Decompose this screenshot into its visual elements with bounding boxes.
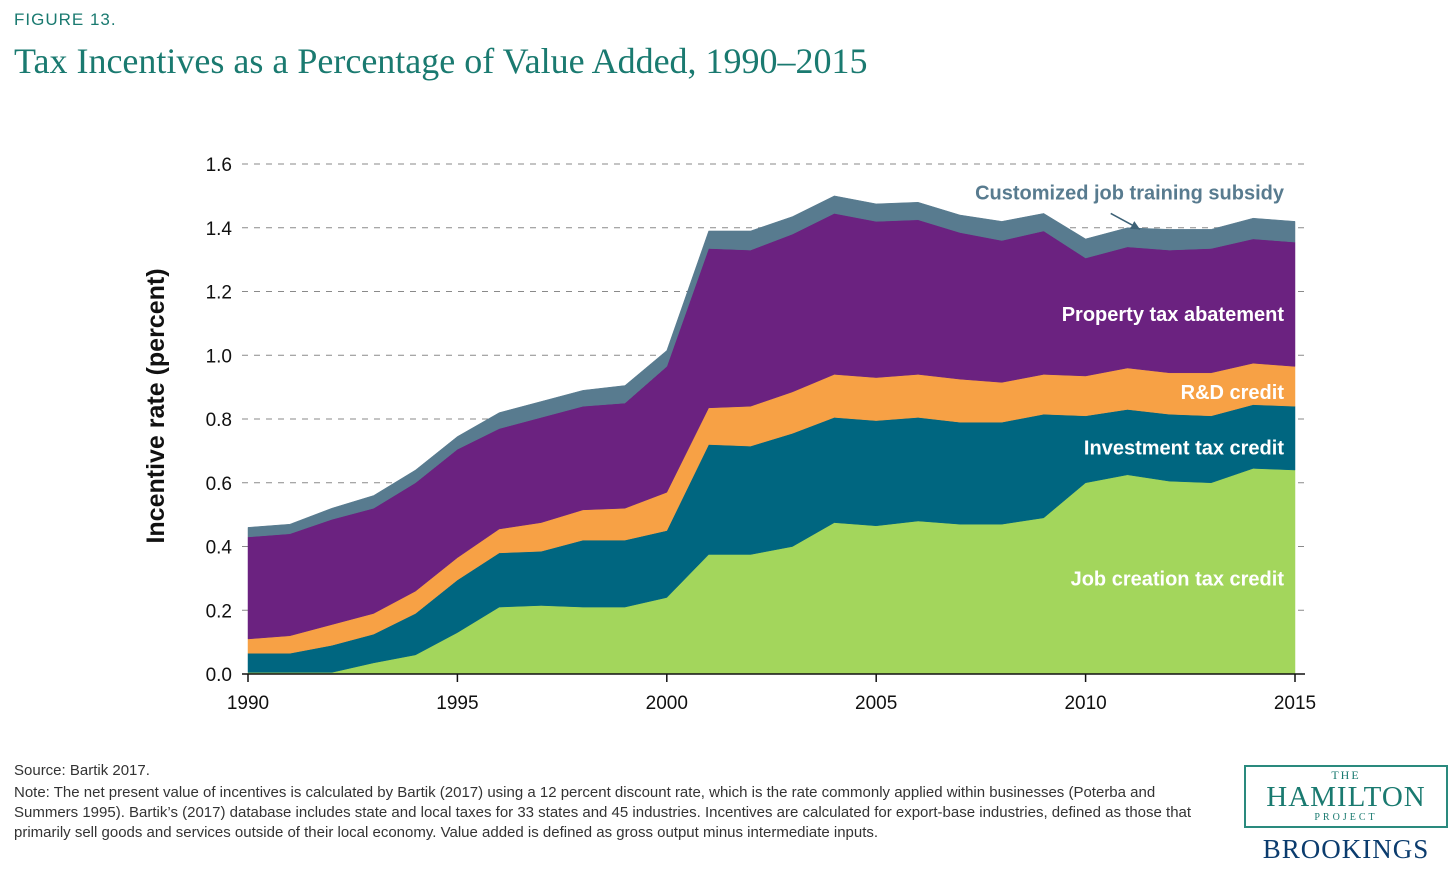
hamilton-project-logo: THE HAMILTON PROJECT bbox=[1244, 765, 1448, 828]
y-tick-label: 0.6 bbox=[206, 474, 232, 495]
chart-title: Tax Incentives as a Percentage of Value … bbox=[14, 41, 868, 81]
series-label: Job creation tax credit bbox=[1071, 568, 1285, 590]
y-tick-label: 0.2 bbox=[206, 601, 232, 622]
annotation-arrowhead bbox=[1129, 221, 1141, 230]
logo-hamilton: HAMILTON bbox=[1266, 781, 1426, 813]
y-tick-label: 0.0 bbox=[206, 665, 232, 686]
y-tick-label: 0.4 bbox=[206, 538, 233, 559]
series-label: Customized job training subsidy bbox=[975, 183, 1285, 205]
logo-project: PROJECT bbox=[1314, 812, 1378, 823]
logo-brookings: BROOKINGS bbox=[1262, 834, 1430, 864]
series-label: Investment tax credit bbox=[1084, 438, 1284, 460]
x-tick-label: 2005 bbox=[855, 693, 897, 714]
series-areas bbox=[247, 195, 1296, 675]
y-tick-label: 1.4 bbox=[206, 219, 233, 240]
series-label: Property tax abatement bbox=[1062, 304, 1285, 326]
methodology-note: Note: The net present value of incentive… bbox=[14, 784, 1192, 841]
figure-label: FIGURE 13. bbox=[14, 10, 117, 29]
logo-the: THE bbox=[1331, 768, 1361, 782]
y-axis-label: Incentive rate (percent) bbox=[142, 268, 170, 543]
y-tick-label: 1.2 bbox=[206, 283, 232, 304]
series-label: R&D credit bbox=[1181, 382, 1285, 404]
x-tick-label: 1995 bbox=[436, 693, 478, 714]
x-tick-label: 2000 bbox=[646, 693, 688, 714]
x-tick-label: 2015 bbox=[1274, 693, 1316, 714]
axes: 0.0 0.2 0.4 0.6 0.8 1.0 1.2 1.4 1.6 1990 1995 2000 2… bbox=[206, 155, 1317, 714]
y-tick-label: 0.8 bbox=[206, 410, 232, 431]
x-tick-label: 2010 bbox=[1064, 693, 1106, 714]
hamilton-brookings-logo: THE HAMILTON PROJECT BROOKINGS bbox=[1244, 765, 1448, 865]
source-note: Source: Bartik 2017. bbox=[14, 762, 150, 779]
series-labels: Job creation tax credit Investment tax cr… bbox=[975, 183, 1285, 591]
x-tick-label: 1990 bbox=[227, 693, 269, 714]
stacked-area-chart: 0.0 0.2 0.4 0.6 0.8 1.0 1.2 1.4 1.6 1990 1995 2000 2… bbox=[142, 155, 1317, 714]
y-tick-label: 1.6 bbox=[206, 155, 232, 176]
area-customized-job-training-subsidy bbox=[247, 195, 1296, 538]
y-tick-label: 1.0 bbox=[206, 346, 232, 367]
